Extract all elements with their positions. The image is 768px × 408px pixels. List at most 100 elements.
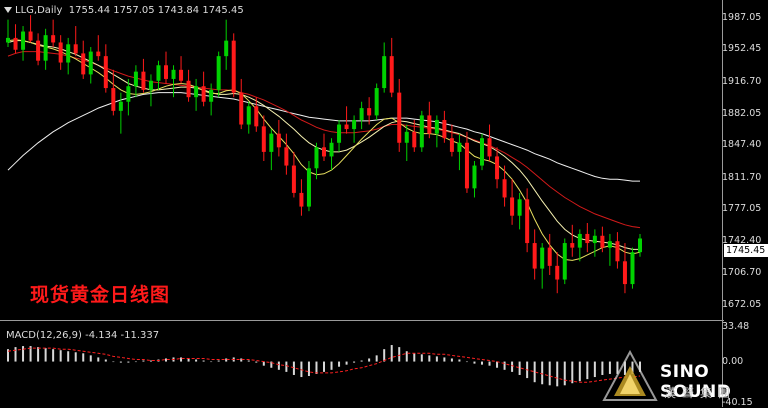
candle-body xyxy=(231,40,236,93)
candle-body xyxy=(118,101,123,111)
macd-tick-label: -40.15 xyxy=(722,397,753,408)
candlestick xyxy=(13,24,18,54)
macd-histogram-bar xyxy=(481,361,483,365)
candle-body xyxy=(322,147,326,157)
macd-histogram-bar xyxy=(639,361,641,372)
macd-histogram-bar xyxy=(142,360,145,362)
macd-histogram-bar xyxy=(104,359,107,362)
candlestick xyxy=(374,83,379,120)
candle-body xyxy=(352,119,357,130)
macd-histogram-bar xyxy=(195,359,198,362)
candle-body xyxy=(419,115,424,148)
candle-body xyxy=(156,65,161,81)
macd-histogram-bar xyxy=(390,345,393,362)
candlestick xyxy=(412,119,417,152)
price-chart[interactable] xyxy=(0,0,722,320)
candle-body xyxy=(495,156,500,180)
macd-histogram-bar xyxy=(608,361,611,374)
macd-histogram-bar xyxy=(488,361,491,366)
macd-histogram-bar xyxy=(601,361,604,375)
macd-histogram-bar xyxy=(89,355,92,362)
macd-histogram-bar xyxy=(511,361,514,372)
price-tick-label: 1672.05 xyxy=(722,299,762,310)
candlestick xyxy=(103,44,108,93)
candlestick xyxy=(36,33,41,66)
candle-body xyxy=(359,108,364,120)
candlestick xyxy=(510,179,515,225)
macd-histogram-bar xyxy=(375,355,378,362)
macd-histogram-bar xyxy=(398,347,401,362)
candlestick xyxy=(261,115,266,161)
candle-body xyxy=(615,241,620,262)
candlestick xyxy=(472,161,477,198)
macd-histogram-bar xyxy=(368,358,371,362)
dropdown-triangle-icon[interactable] xyxy=(4,7,12,13)
candlestick xyxy=(540,243,545,289)
macd-histogram-bar xyxy=(134,361,137,363)
candle-body xyxy=(269,133,274,152)
macd-histogram-bar xyxy=(255,361,258,363)
chart-header: LLG,Daily 1755.44 1757.05 1743.84 1745.4… xyxy=(4,5,244,16)
candle-body xyxy=(382,56,387,89)
candle-body xyxy=(36,40,41,61)
macd-histogram-bar xyxy=(593,361,596,378)
candlestick xyxy=(382,42,387,93)
candlestick xyxy=(389,37,394,98)
candlestick xyxy=(562,238,567,285)
candlestick xyxy=(495,147,500,189)
candlestick xyxy=(148,74,153,107)
candle-body xyxy=(306,168,311,207)
candlestick xyxy=(118,92,123,134)
macd-histogram-bar xyxy=(496,361,499,368)
macd-histogram-bar xyxy=(383,349,386,362)
candle-body xyxy=(525,199,530,244)
ohlc-values: 1755.44 1757.05 1743.84 1745.45 xyxy=(68,5,244,16)
candlestick xyxy=(306,161,311,212)
candle-body xyxy=(133,71,138,87)
macd-histogram-bar xyxy=(52,349,55,362)
macd-tick-label: 0.00 xyxy=(722,355,744,367)
sino-sound-watermark: SINO SOUND 漢聲集團 xyxy=(600,348,768,407)
candlestick xyxy=(487,124,492,161)
candlestick xyxy=(179,56,184,84)
candle-body xyxy=(284,147,289,166)
candle-body xyxy=(81,53,86,75)
candlestick xyxy=(269,129,274,171)
candle-body xyxy=(246,106,251,125)
candle-body xyxy=(103,56,108,89)
candlestick xyxy=(547,233,552,275)
candle-body xyxy=(314,147,319,169)
candlestick xyxy=(359,101,364,130)
macd-histogram-bar xyxy=(37,347,40,362)
candlestick xyxy=(201,71,206,107)
candle-body xyxy=(254,106,259,127)
candlestick xyxy=(630,247,635,289)
panel-divider[interactable] xyxy=(0,320,724,321)
watermark-brand: SINO SOUND xyxy=(660,362,732,402)
candle-body xyxy=(577,233,582,248)
candle-body xyxy=(299,192,304,207)
candle-body xyxy=(510,197,515,216)
candlestick xyxy=(224,19,229,70)
macd-chart[interactable] xyxy=(0,321,722,407)
macd-histogram-bar xyxy=(563,361,566,386)
macd-histogram-bar xyxy=(82,353,85,362)
candlestick xyxy=(419,110,424,152)
candle-body xyxy=(148,80,153,90)
candlestick xyxy=(404,124,409,161)
macd-histogram-bar xyxy=(74,352,77,362)
macd-histogram-bar xyxy=(187,358,190,362)
candle-body xyxy=(562,243,567,280)
candle-body xyxy=(194,86,199,98)
chart-overlay-title: 现货黄金日线图 xyxy=(30,284,171,306)
candle-body xyxy=(638,238,642,253)
price-tick-label: 1706.70 xyxy=(722,267,762,279)
candlestick xyxy=(133,65,138,98)
macd-histogram-bar xyxy=(428,355,431,362)
macd-histogram-bar xyxy=(631,361,634,374)
candlestick xyxy=(638,233,642,257)
macd-histogram-bar xyxy=(541,361,544,385)
candlestick xyxy=(517,192,522,230)
axis-divider xyxy=(722,0,723,407)
candle-body xyxy=(434,119,439,134)
